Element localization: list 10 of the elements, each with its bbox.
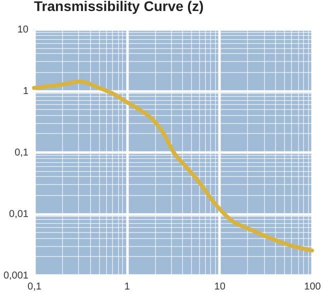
x-tick-label: 0,1 (28, 282, 42, 292)
x-tick-label: 1 (124, 282, 130, 292)
y-tick-label: 0,1 (14, 148, 29, 158)
y-tick-label: 1 (22, 86, 29, 97)
x-tick-label: 10 (214, 282, 226, 292)
x-tick-label: 100 (304, 282, 322, 292)
y-tick-label: 10 (17, 24, 29, 36)
chart-title: Transmissibility Curve (z) (34, 0, 204, 14)
y-tick-label: 0,01 (9, 209, 29, 220)
y-tick-label: 0,001 (3, 270, 29, 282)
